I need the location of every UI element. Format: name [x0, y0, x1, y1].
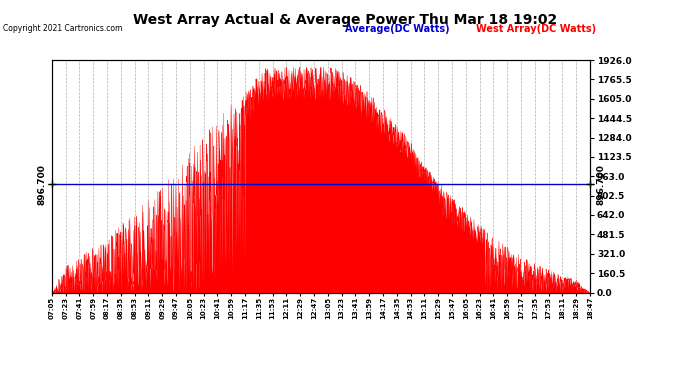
- Text: Copyright 2021 Cartronics.com: Copyright 2021 Cartronics.com: [3, 24, 123, 33]
- Text: West Array Actual & Average Power Thu Mar 18 19:02: West Array Actual & Average Power Thu Ma…: [133, 13, 557, 27]
- Text: West Array(DC Watts): West Array(DC Watts): [476, 24, 596, 34]
- Text: Average(DC Watts): Average(DC Watts): [345, 24, 450, 34]
